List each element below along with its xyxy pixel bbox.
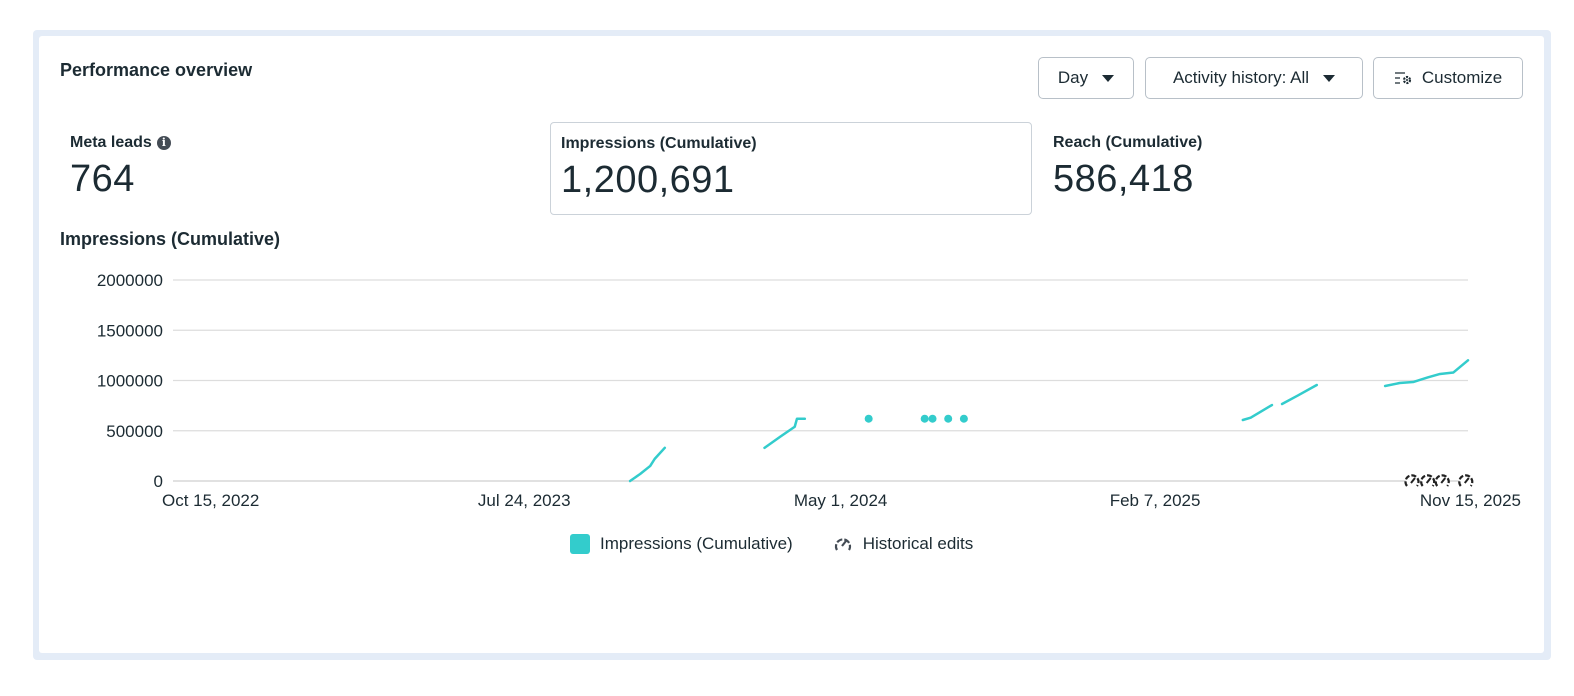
activity-history-dropdown[interactable]: Activity history: All xyxy=(1145,57,1363,99)
metric-label: Meta leads xyxy=(70,134,152,151)
x-tick-label: Oct 15, 2022 xyxy=(162,491,259,510)
customize-settings-icon xyxy=(1394,72,1411,85)
historical-edits-icon xyxy=(834,538,851,551)
caret-down-icon xyxy=(1102,74,1115,82)
data-point xyxy=(928,414,937,423)
historical-edit-icon xyxy=(1404,474,1420,487)
y-tick-label: 1500000 xyxy=(97,321,163,340)
metric-value: 764 xyxy=(70,158,135,200)
y-tick-label: 1000000 xyxy=(97,372,163,391)
series-line-segment xyxy=(1241,403,1274,422)
x-tick-label: Feb 7, 2025 xyxy=(1110,491,1201,510)
data-point xyxy=(944,414,953,423)
historical-edit-icon xyxy=(1420,474,1436,487)
metric-label: Impressions (Cumulative) xyxy=(561,135,757,152)
performance-card xyxy=(39,36,1544,653)
metric-reach[interactable]: Reach (Cumulative) 586,418 xyxy=(1043,122,1523,215)
day-dropdown[interactable]: Day xyxy=(1038,57,1134,99)
x-tick-label: Jul 24, 2023 xyxy=(478,491,571,510)
caret-down-icon xyxy=(1323,74,1336,82)
legend-label-impressions[interactable]: Impressions (Cumulative) xyxy=(600,534,793,553)
series-line-segment xyxy=(628,446,667,483)
y-tick-label: 0 xyxy=(154,472,163,491)
customize-button[interactable]: Customize xyxy=(1373,57,1523,99)
legend-label-historical-edits[interactable]: Historical edits xyxy=(862,534,974,553)
metric-value: 586,418 xyxy=(1053,158,1194,200)
series-line-segment xyxy=(763,417,807,450)
x-tick-label: Nov 15, 2025 xyxy=(1420,491,1521,510)
customize-label: Customize xyxy=(1421,68,1503,87)
data-point xyxy=(920,414,929,423)
page-title: Performance overview xyxy=(60,60,253,80)
legend-swatch-impressions xyxy=(570,534,590,554)
metric-meta-leads[interactable]: Meta leads i 764 xyxy=(60,122,540,215)
series-line-segment xyxy=(1280,383,1319,406)
chart-title: Impressions (Cumulative) xyxy=(60,229,281,249)
chart-legend: Impressions (Cumulative) Historical edit… xyxy=(570,534,973,554)
data-point xyxy=(864,414,873,423)
metric-value: 1,200,691 xyxy=(561,159,735,201)
activity-label: Activity history: All xyxy=(1172,68,1310,87)
info-icon[interactable]: i xyxy=(156,136,171,150)
metric-label: Reach (Cumulative) xyxy=(1053,134,1203,151)
x-tick-label: May 1, 2024 xyxy=(794,491,888,510)
metric-impressions[interactable]: Impressions (Cumulative) 1,200,691 xyxy=(550,122,1032,215)
day-label: Day xyxy=(1057,68,1089,87)
y-tick-label: 2000000 xyxy=(97,271,163,290)
historical-edit-icon xyxy=(1458,474,1474,487)
y-tick-label: 500000 xyxy=(106,422,163,441)
historical-edit-icon xyxy=(1434,474,1450,487)
data-point xyxy=(959,414,968,423)
series-line-segment xyxy=(1383,359,1470,388)
